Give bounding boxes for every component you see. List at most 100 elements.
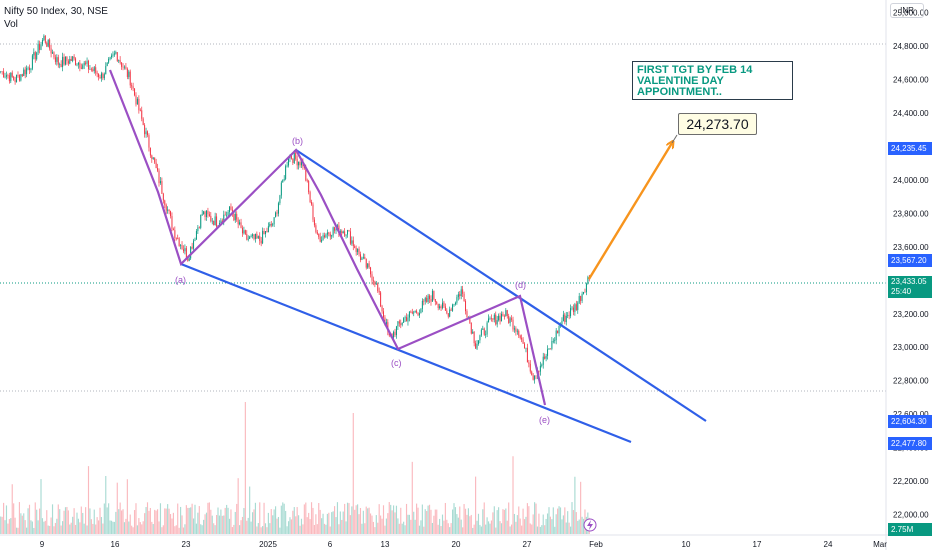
candle-body	[437, 303, 439, 308]
candle-body	[516, 330, 518, 332]
volume-bar	[446, 519, 448, 534]
x-tick-label: 9	[40, 540, 45, 549]
elliott-wave[interactable]: (a) (b) (c) (d) (e)	[108, 69, 550, 425]
volume-bar	[428, 504, 431, 534]
volume-bar	[569, 526, 572, 534]
volume-bar	[344, 503, 346, 534]
volume-bar	[486, 517, 488, 534]
candle-body	[398, 321, 400, 324]
candle-body	[293, 152, 295, 163]
volume-bar	[86, 525, 88, 534]
volume-bar	[322, 513, 324, 534]
volume-bar	[411, 461, 413, 534]
candle-body	[256, 233, 258, 239]
volume-bar	[292, 510, 294, 534]
candle-body	[436, 301, 438, 304]
volume-bar	[539, 526, 541, 534]
volume-bar	[213, 523, 215, 534]
volume-bar	[286, 526, 288, 534]
volume-bar	[430, 509, 432, 534]
candle-body	[8, 75, 10, 82]
candle-body	[175, 238, 177, 239]
volume-bar	[142, 521, 144, 534]
candle-body	[69, 58, 71, 64]
candle-body	[374, 281, 376, 285]
upper-trendline[interactable]	[295, 149, 707, 422]
target-callout[interactable]: 24,273.70	[678, 113, 757, 135]
volume-bar	[36, 509, 38, 534]
candle-body	[269, 223, 271, 227]
target-arrow[interactable]	[587, 143, 672, 280]
candle-body	[316, 231, 318, 234]
candle-body	[165, 204, 167, 211]
candle-body	[300, 160, 302, 166]
note-line-1: FIRST TGT BY FEB 14	[637, 64, 753, 76]
volume-bar	[217, 507, 219, 534]
candle-body	[364, 257, 366, 259]
lightning-icon[interactable]	[583, 518, 597, 532]
currency-button[interactable]: INR	[890, 3, 924, 18]
volume-bar	[466, 514, 468, 534]
volume-bar	[525, 516, 527, 534]
candle-body	[108, 59, 110, 63]
text-note[interactable]: FIRST TGT BY FEB 14 VALENTINE DAY APPOIN…	[632, 61, 793, 100]
candle-body	[272, 224, 274, 226]
volume-bar	[125, 518, 127, 534]
candle-body	[134, 88, 136, 96]
symbol-title[interactable]: Nifty 50 Index, 30, NSE	[4, 6, 108, 17]
candle-body	[567, 315, 569, 316]
candle-body	[121, 62, 123, 67]
candle-body	[531, 371, 533, 376]
candle-body	[136, 98, 138, 105]
volume-bar	[97, 520, 100, 534]
candle-body	[551, 341, 553, 349]
volume-bar	[323, 523, 326, 534]
volume-bar	[287, 521, 290, 534]
candle-body	[318, 233, 320, 237]
volume-bar	[264, 523, 267, 534]
volume-bar	[174, 526, 176, 534]
wave-path[interactable]	[108, 69, 547, 406]
volume-bar	[99, 507, 101, 534]
volume-bar	[498, 507, 500, 534]
candle-body	[146, 131, 149, 136]
volume-bar	[136, 525, 139, 534]
lower-trendline[interactable]	[180, 262, 632, 444]
volume-bar	[541, 525, 543, 534]
candle-body	[60, 64, 62, 68]
volume-bar	[526, 503, 528, 534]
volume-bar	[40, 479, 42, 534]
candle-body	[229, 206, 231, 212]
volume-bar	[453, 503, 455, 534]
candle-body	[473, 331, 475, 344]
candle-body	[27, 67, 29, 69]
candle-body	[306, 180, 308, 182]
volume-bar	[325, 524, 327, 534]
candle-body	[370, 267, 372, 275]
volume-bar	[51, 504, 54, 534]
candle-body	[466, 311, 468, 318]
volume-label[interactable]: Vol	[4, 19, 18, 30]
volume-bar	[480, 526, 482, 534]
volume-bar	[181, 515, 183, 534]
volume-bar	[250, 521, 252, 534]
volume-bar	[522, 508, 524, 534]
x-tick-label: Mar	[873, 540, 887, 549]
y-tick-label: 23,600.00	[893, 243, 929, 252]
volume-bar	[582, 518, 585, 534]
candle-body	[72, 56, 74, 61]
candle-body	[577, 302, 579, 311]
candle-body	[332, 227, 334, 236]
volume-bar	[50, 517, 52, 534]
volume-bar	[309, 519, 311, 534]
volume-bar	[418, 525, 421, 534]
candle-body	[181, 245, 183, 250]
volume-bar	[558, 506, 560, 534]
volume-bar	[149, 507, 151, 534]
volume-bar	[280, 505, 282, 534]
trendlines[interactable]	[180, 149, 707, 444]
y-tick-label: 23,000.00	[893, 343, 929, 352]
candle-body	[564, 314, 566, 323]
volume-bar	[502, 509, 504, 534]
